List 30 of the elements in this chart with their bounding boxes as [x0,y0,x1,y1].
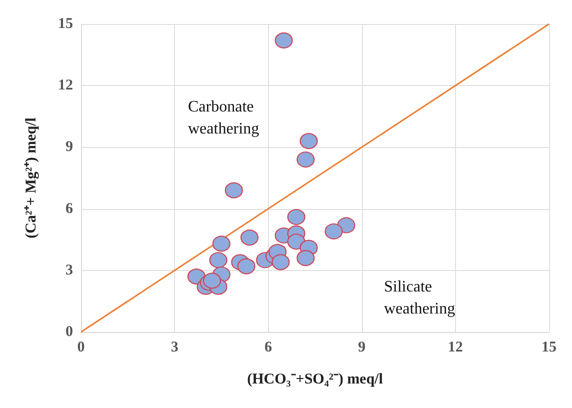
y-tick-label: 12 [58,78,73,94]
point [209,252,228,268]
point [224,182,243,198]
point [212,236,230,252]
point [203,272,222,289]
y-tick-label: 15 [58,16,73,32]
point [237,258,256,274]
x-tick-label: 3 [170,340,178,356]
point [324,223,343,240]
point [296,250,315,266]
point [274,32,293,48]
y-axis-title: (Ca²⁺+ Mg²⁺) meq/l [24,118,40,238]
x-tick-label: 6 [264,340,272,356]
x-tick-label: 15 [542,340,556,356]
point [240,230,258,246]
y-tick-label: 0 [66,324,73,340]
point [300,133,318,150]
point [287,209,306,226]
point [296,152,315,168]
y-tick-label: 6 [66,200,74,217]
annotation: Silicate weathering [384,278,456,318]
y-tick-label: 9 [66,139,73,156]
y-tick-label: 3 [66,262,73,278]
x-tick-label: 0 [77,340,85,356]
x-axis-title: (HCO₃⁻+SO₄²⁻) meq/l [247,372,383,388]
x-tick-label: 9 [358,340,366,356]
point [337,217,356,234]
point [272,254,290,270]
x-tick-label: 12 [448,340,463,356]
annotation: Carbonate weathering [188,98,260,138]
